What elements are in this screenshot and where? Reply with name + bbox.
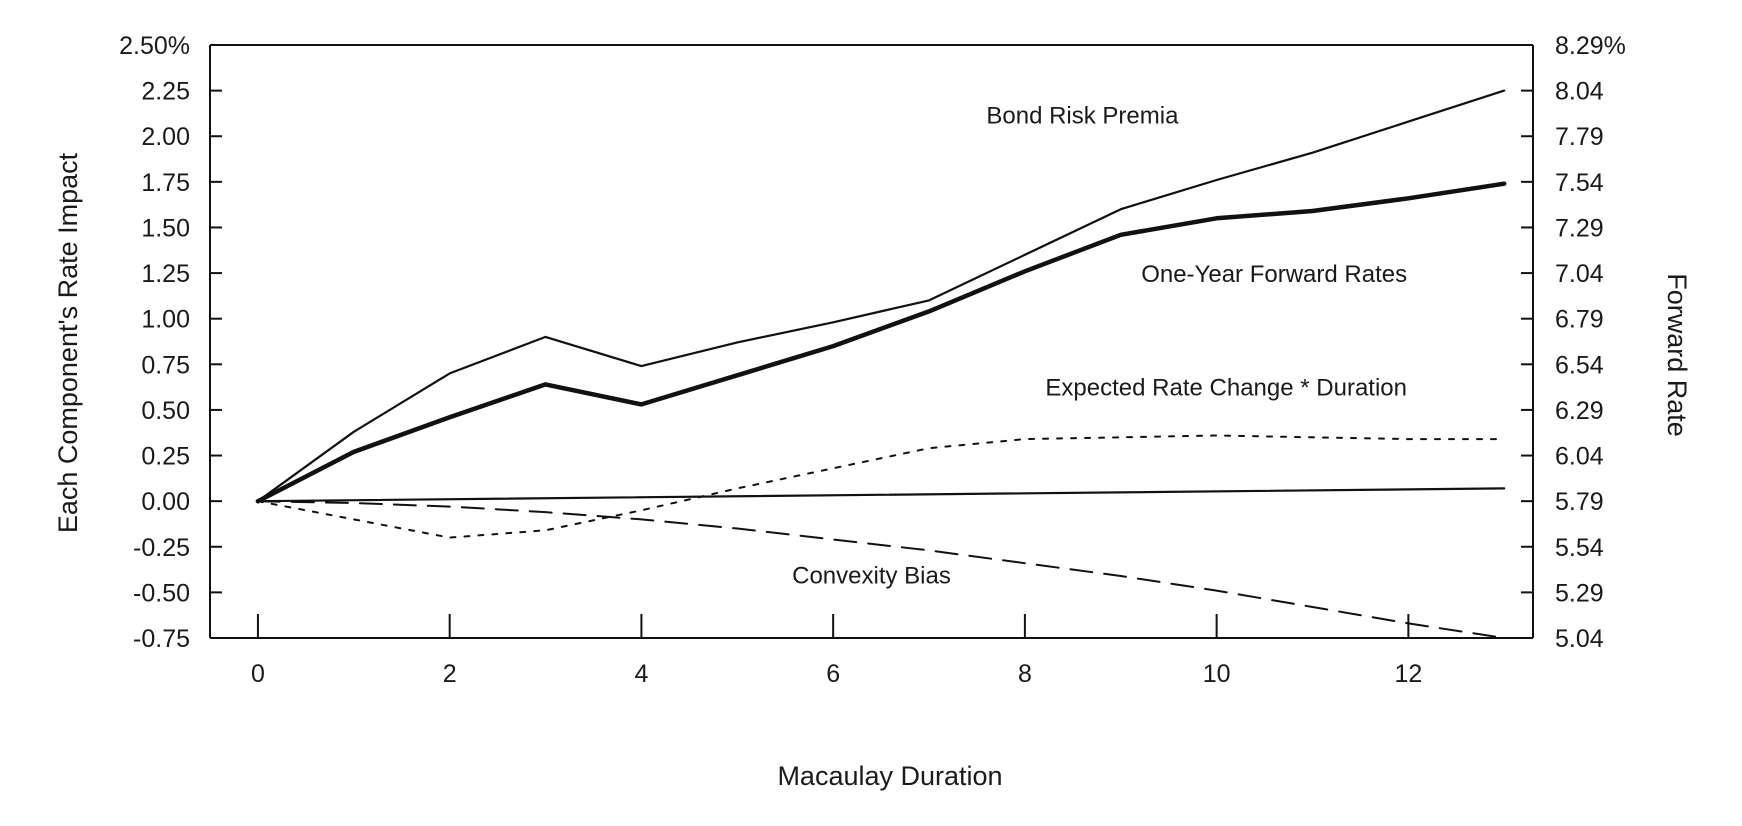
- y-axis-right-title: Forward Rate: [1662, 273, 1692, 437]
- y-left-tick-label: 1.25: [141, 260, 190, 288]
- y-left-tick-label: 2.00: [141, 123, 190, 151]
- y-axis-left-title: Each Component's Rate Impact: [53, 152, 83, 533]
- y-right-tick-label: 7.54: [1555, 169, 1604, 197]
- series-label-expected-rate-change-duration: Expected Rate Change * Duration: [1045, 374, 1407, 401]
- y-left-tick-label: 0.50: [141, 397, 190, 425]
- y-right-tick-label: 5.54: [1555, 534, 1604, 562]
- y-left-tick-label: 0.25: [141, 443, 190, 471]
- y-right-tick-label: 7.29: [1555, 214, 1604, 242]
- y-right-tick-label: 6.79: [1555, 306, 1604, 334]
- y-right-tick-label: 5.04: [1555, 625, 1604, 653]
- x-tick-label: 2: [443, 660, 457, 688]
- x-tick-label: 12: [1394, 660, 1422, 688]
- series-line-zero-reference: [256, 487, 1506, 503]
- x-tick-label: 10: [1203, 660, 1231, 688]
- y-left-tick-label: 2.50%: [119, 32, 190, 60]
- plot-frame: [209, 44, 1534, 639]
- y-right-tick-label: 8.29%: [1555, 32, 1626, 60]
- y-left-tick-label: -0.25: [133, 534, 190, 562]
- labels-layer: Bond Risk Premia One-Year Forward Rates Ex…: [792, 102, 1407, 589]
- series-line-convexity-bias: [256, 500, 1506, 639]
- series-label-convexity-bias: Convexity Bias: [792, 562, 951, 589]
- y-right-tick-label: 6.29: [1555, 397, 1604, 425]
- y-left-tick-label: -0.50: [133, 579, 190, 607]
- y-left-tick-label: 2.25: [141, 78, 190, 106]
- series-label-one-year-forward-rates: One-Year Forward Rates: [1141, 261, 1407, 288]
- y-left-tick-label: 0.75: [141, 351, 190, 379]
- y-right-tick-label: 5.29: [1555, 579, 1604, 607]
- y-right-tick-label: 7.04: [1555, 260, 1604, 288]
- series-label-bond-risk-premia: Bond Risk Premia: [986, 102, 1179, 129]
- x-tick-label: 6: [826, 660, 840, 688]
- series-line-one-year-forward-rates: [255, 181, 1507, 504]
- x-tick-label: 0: [251, 660, 265, 688]
- y-right-tick-label: 6.54: [1555, 351, 1604, 379]
- y-right-tick-label: 8.04: [1555, 78, 1604, 106]
- series-line-bond-risk-premia: [256, 89, 1506, 503]
- y-left-tick-label: -0.75: [133, 625, 190, 653]
- x-tick-label: 8: [1018, 660, 1032, 688]
- y-left-tick-label: 1.00: [141, 306, 190, 334]
- y-left-tick-label: 1.50: [141, 214, 190, 242]
- y-right-tick-label: 5.79: [1555, 488, 1604, 516]
- series-layer: [255, 89, 1507, 639]
- y-right-tick-label: 6.04: [1555, 443, 1604, 471]
- y-right-tick-label: 7.79: [1555, 123, 1604, 151]
- y-left-tick-label: 0.00: [141, 488, 190, 516]
- x-tick-label: 4: [634, 660, 648, 688]
- x-axis-title: Macaulay Duration: [777, 761, 1002, 791]
- y-left-tick-label: 1.75: [141, 169, 190, 197]
- series-line-expected-rate-change-duration: [256, 434, 1506, 539]
- ticks-layer: 2.50% 2.25 2.00 1.75 1.50 1.25 1.00 0.75 0.50 0.2…: [119, 32, 1626, 688]
